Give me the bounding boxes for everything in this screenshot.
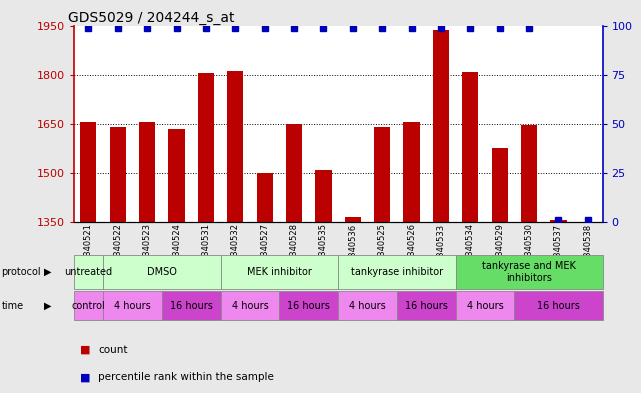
Bar xyxy=(227,72,244,222)
Bar xyxy=(221,255,338,289)
Text: percentile rank within the sample: percentile rank within the sample xyxy=(98,372,274,382)
Bar xyxy=(456,291,514,320)
Text: ▶: ▶ xyxy=(44,301,51,310)
Text: 4 hours: 4 hours xyxy=(349,301,386,310)
Bar xyxy=(169,129,185,222)
Bar xyxy=(286,124,302,222)
Text: 16 hours: 16 hours xyxy=(405,301,447,310)
Text: time: time xyxy=(1,301,24,310)
Text: protocol: protocol xyxy=(1,267,41,277)
Bar xyxy=(462,72,478,222)
Bar xyxy=(338,291,397,320)
Bar xyxy=(403,122,420,222)
Bar xyxy=(492,148,508,222)
Bar xyxy=(221,291,279,320)
Bar xyxy=(345,217,361,222)
Bar xyxy=(103,255,221,289)
Bar xyxy=(139,122,155,222)
Text: 4 hours: 4 hours xyxy=(467,301,503,310)
Bar xyxy=(338,255,456,289)
Text: 4 hours: 4 hours xyxy=(114,301,151,310)
Text: tankyrase and MEK
inhibitors: tankyrase and MEK inhibitors xyxy=(482,261,576,283)
Bar xyxy=(74,291,103,320)
Text: ■: ■ xyxy=(80,372,90,382)
Bar xyxy=(279,291,338,320)
Text: ■: ■ xyxy=(80,345,90,355)
Text: control: control xyxy=(72,301,105,310)
Text: 16 hours: 16 hours xyxy=(170,301,213,310)
Bar xyxy=(74,255,103,289)
Bar xyxy=(397,291,456,320)
Bar xyxy=(80,122,97,222)
Text: 16 hours: 16 hours xyxy=(287,301,330,310)
Bar xyxy=(521,125,537,222)
Text: 4 hours: 4 hours xyxy=(231,301,269,310)
Bar xyxy=(551,220,567,222)
Text: count: count xyxy=(98,345,128,355)
Bar xyxy=(103,291,162,320)
Bar xyxy=(315,170,331,222)
Text: DMSO: DMSO xyxy=(147,267,177,277)
Bar xyxy=(514,291,603,320)
Text: GDS5029 / 204244_s_at: GDS5029 / 204244_s_at xyxy=(69,11,235,24)
Bar xyxy=(256,173,273,222)
Bar xyxy=(110,127,126,222)
Text: tankyrase inhibitor: tankyrase inhibitor xyxy=(351,267,443,277)
Bar xyxy=(198,73,214,222)
Text: ▶: ▶ xyxy=(44,267,51,277)
Text: untreated: untreated xyxy=(64,267,112,277)
Bar xyxy=(433,30,449,222)
Bar xyxy=(162,291,221,320)
Bar xyxy=(374,127,390,222)
Text: 16 hours: 16 hours xyxy=(537,301,580,310)
Text: MEK inhibitor: MEK inhibitor xyxy=(247,267,312,277)
Bar xyxy=(456,255,603,289)
